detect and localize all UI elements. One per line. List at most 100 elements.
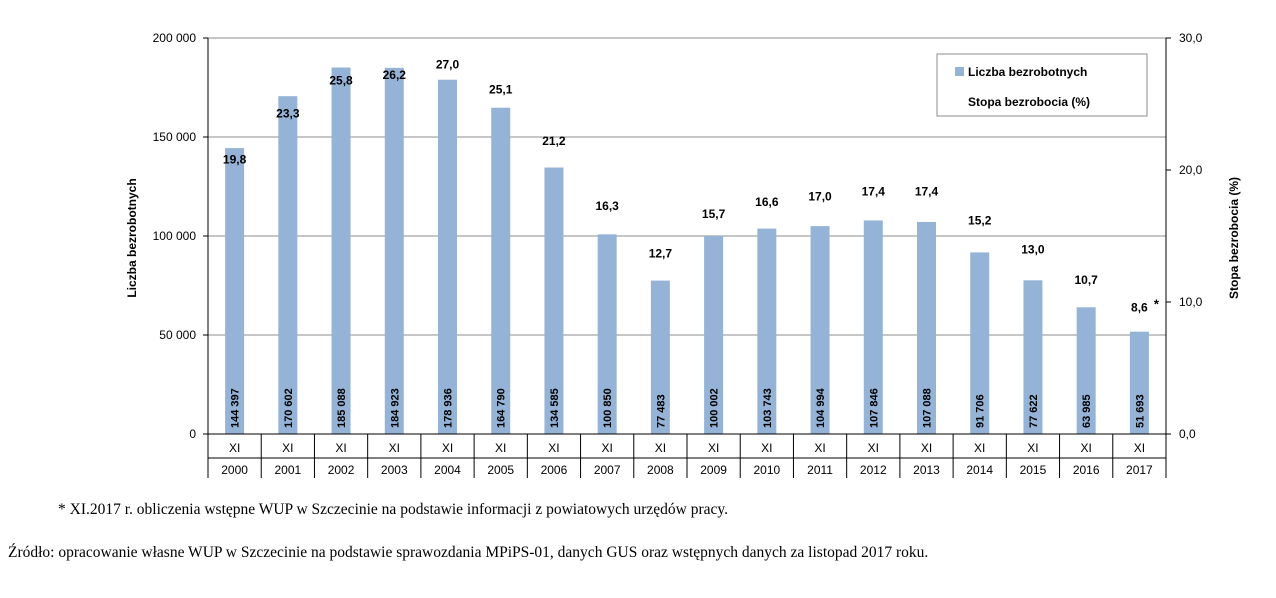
bar-value-label: 185 088	[336, 388, 348, 428]
bar-value-label: 107 088	[922, 388, 934, 428]
category-year-label: 2011	[807, 463, 833, 477]
rate-label: 8,6	[1131, 300, 1148, 314]
gridlines	[208, 37, 1166, 336]
left-tick-label: 100 000	[153, 229, 197, 243]
category-year-label: 2002	[328, 463, 355, 477]
left-tick-label: 0	[189, 427, 196, 441]
category-year-label: 2004	[434, 463, 461, 477]
category-year-label: 2003	[381, 463, 408, 477]
rate-label: 17,4	[915, 184, 939, 198]
unemployment-chart: 200 000 150 000 100 000 50 000 0 30,0 20,0 10,…	[125, 31, 1241, 478]
bar-value-label: 178 936	[443, 388, 455, 428]
category-month-label: XI	[655, 441, 666, 455]
bar-value-label: 77 622	[1028, 394, 1040, 428]
bar	[1129, 331, 1149, 434]
bar-value-label: 91 706	[975, 394, 987, 428]
rate-label: 26,2	[383, 68, 407, 82]
right-tick-label: 20,0	[1179, 163, 1203, 177]
source-note: Źródło: opracowanie własne WUP w Szczeci…	[8, 544, 929, 561]
bar-value-label: 51 693	[1134, 394, 1146, 428]
rate-label: 19,8	[223, 153, 247, 167]
right-tick-labels: 30,0 20,0 10,0 0,0	[1179, 31, 1203, 441]
category-month-label: XI	[335, 441, 346, 455]
bar-value-label: 100 002	[709, 388, 721, 428]
category-year-label: 2014	[966, 463, 993, 477]
rate-label: 12,7	[649, 246, 673, 260]
rate-labels: 19,8 23,3 25,8 26,2 27,0 25,1 21,2 16,3 12,7 15,7…	[223, 58, 1160, 315]
legend-box	[936, 53, 1148, 117]
category-month-label: XI	[761, 441, 772, 455]
category-month-label: XI	[389, 441, 400, 455]
asterisk-annotation: *	[1154, 296, 1160, 311]
bar	[970, 252, 990, 434]
rate-label: 16,3	[595, 199, 619, 213]
bar	[917, 221, 936, 434]
right-tick-label: 30,0	[1179, 31, 1203, 45]
category-year-label: 2009	[700, 463, 727, 477]
rate-label: 21,2	[542, 134, 566, 148]
legend-swatch-bars	[955, 67, 964, 76]
rate-label: 25,1	[489, 83, 513, 97]
category-month-label: XI	[548, 441, 559, 455]
category-month-label: XI	[1134, 441, 1145, 455]
right-axis-title: Stopa bezrobocia (%)	[1227, 177, 1241, 299]
bar-value-label: 100 850	[602, 388, 614, 428]
category-month-label: XI	[1080, 441, 1091, 455]
bar-value-label: 134 585	[549, 388, 561, 428]
category-year-label: 2008	[647, 463, 674, 477]
left-axis-title: Liczba bezrobotnych	[125, 178, 139, 297]
bar	[438, 79, 457, 434]
bar	[757, 228, 777, 434]
category-year-label: 2001	[274, 463, 301, 477]
bar-value-label: 170 602	[283, 388, 295, 428]
bar	[331, 67, 351, 434]
bar-value-label: 77 483	[655, 394, 667, 428]
category-month-label: XI	[495, 441, 506, 455]
category-month-label: XI	[814, 441, 825, 455]
rate-label: 17,4	[862, 184, 886, 198]
bar	[1076, 307, 1096, 434]
rate-label: 27,0	[436, 58, 460, 72]
category-month-label: XI	[868, 441, 879, 455]
bar	[650, 280, 670, 434]
category-year-label: 2017	[1126, 463, 1153, 477]
right-tick-label: 0,0	[1179, 427, 1196, 441]
category-month-label: XI	[601, 441, 612, 455]
bar-value-label: 63 985	[1081, 394, 1093, 428]
bar-value-labels: 144 397 170 602 185 088 184 923 178 936 164 7…	[230, 387, 1147, 428]
bar-value-label: 144 397	[230, 388, 242, 428]
rate-label: 16,6	[755, 195, 779, 209]
bar-value-label: 103 743	[762, 388, 774, 428]
bar	[384, 67, 404, 434]
category-year-label: 2006	[541, 463, 568, 477]
legend: Liczba bezrobotnych Stopa bezrobocia (%)	[936, 53, 1148, 117]
left-tick-label: 50 000	[159, 328, 196, 342]
category-year-label: 2015	[1020, 463, 1047, 477]
category-month-label: XI	[921, 441, 932, 455]
category-month-label: XI	[229, 441, 240, 455]
bars	[225, 67, 1149, 435]
rate-label: 25,8	[329, 73, 353, 87]
legend-item-rate: Stopa bezrobocia (%)	[968, 95, 1090, 109]
bar	[1023, 280, 1043, 434]
bar	[704, 235, 724, 434]
bar-value-label: 164 790	[496, 388, 508, 428]
category-month-label: XI	[1027, 441, 1038, 455]
bar-value-label: 104 994	[815, 387, 827, 428]
category-month-label: XI	[282, 441, 293, 455]
legend-item-bars: Liczba bezrobotnych	[968, 65, 1087, 79]
right-tick-label: 10,0	[1179, 295, 1203, 309]
rate-label: 15,7	[702, 207, 726, 221]
left-tick-label: 150 000	[153, 130, 197, 144]
left-tick-labels: 200 000 150 000 100 000 50 000 0	[153, 31, 197, 441]
rate-label: 10,7	[1074, 273, 1098, 287]
category-year-label: 2012	[860, 463, 887, 477]
bar	[863, 220, 883, 434]
rate-label: 17,0	[808, 190, 832, 204]
rate-label: 23,3	[276, 106, 300, 120]
category-year-label: 2007	[594, 463, 621, 477]
category-year-label: 2016	[1073, 463, 1100, 477]
category-year-label: 2000	[221, 463, 248, 477]
category-labels: XI 2000 XI 2001 XI 2002 XI 2003 XI 2004 XI 2005 XI 20…	[221, 441, 1153, 477]
category-year-label: 2010	[753, 463, 780, 477]
